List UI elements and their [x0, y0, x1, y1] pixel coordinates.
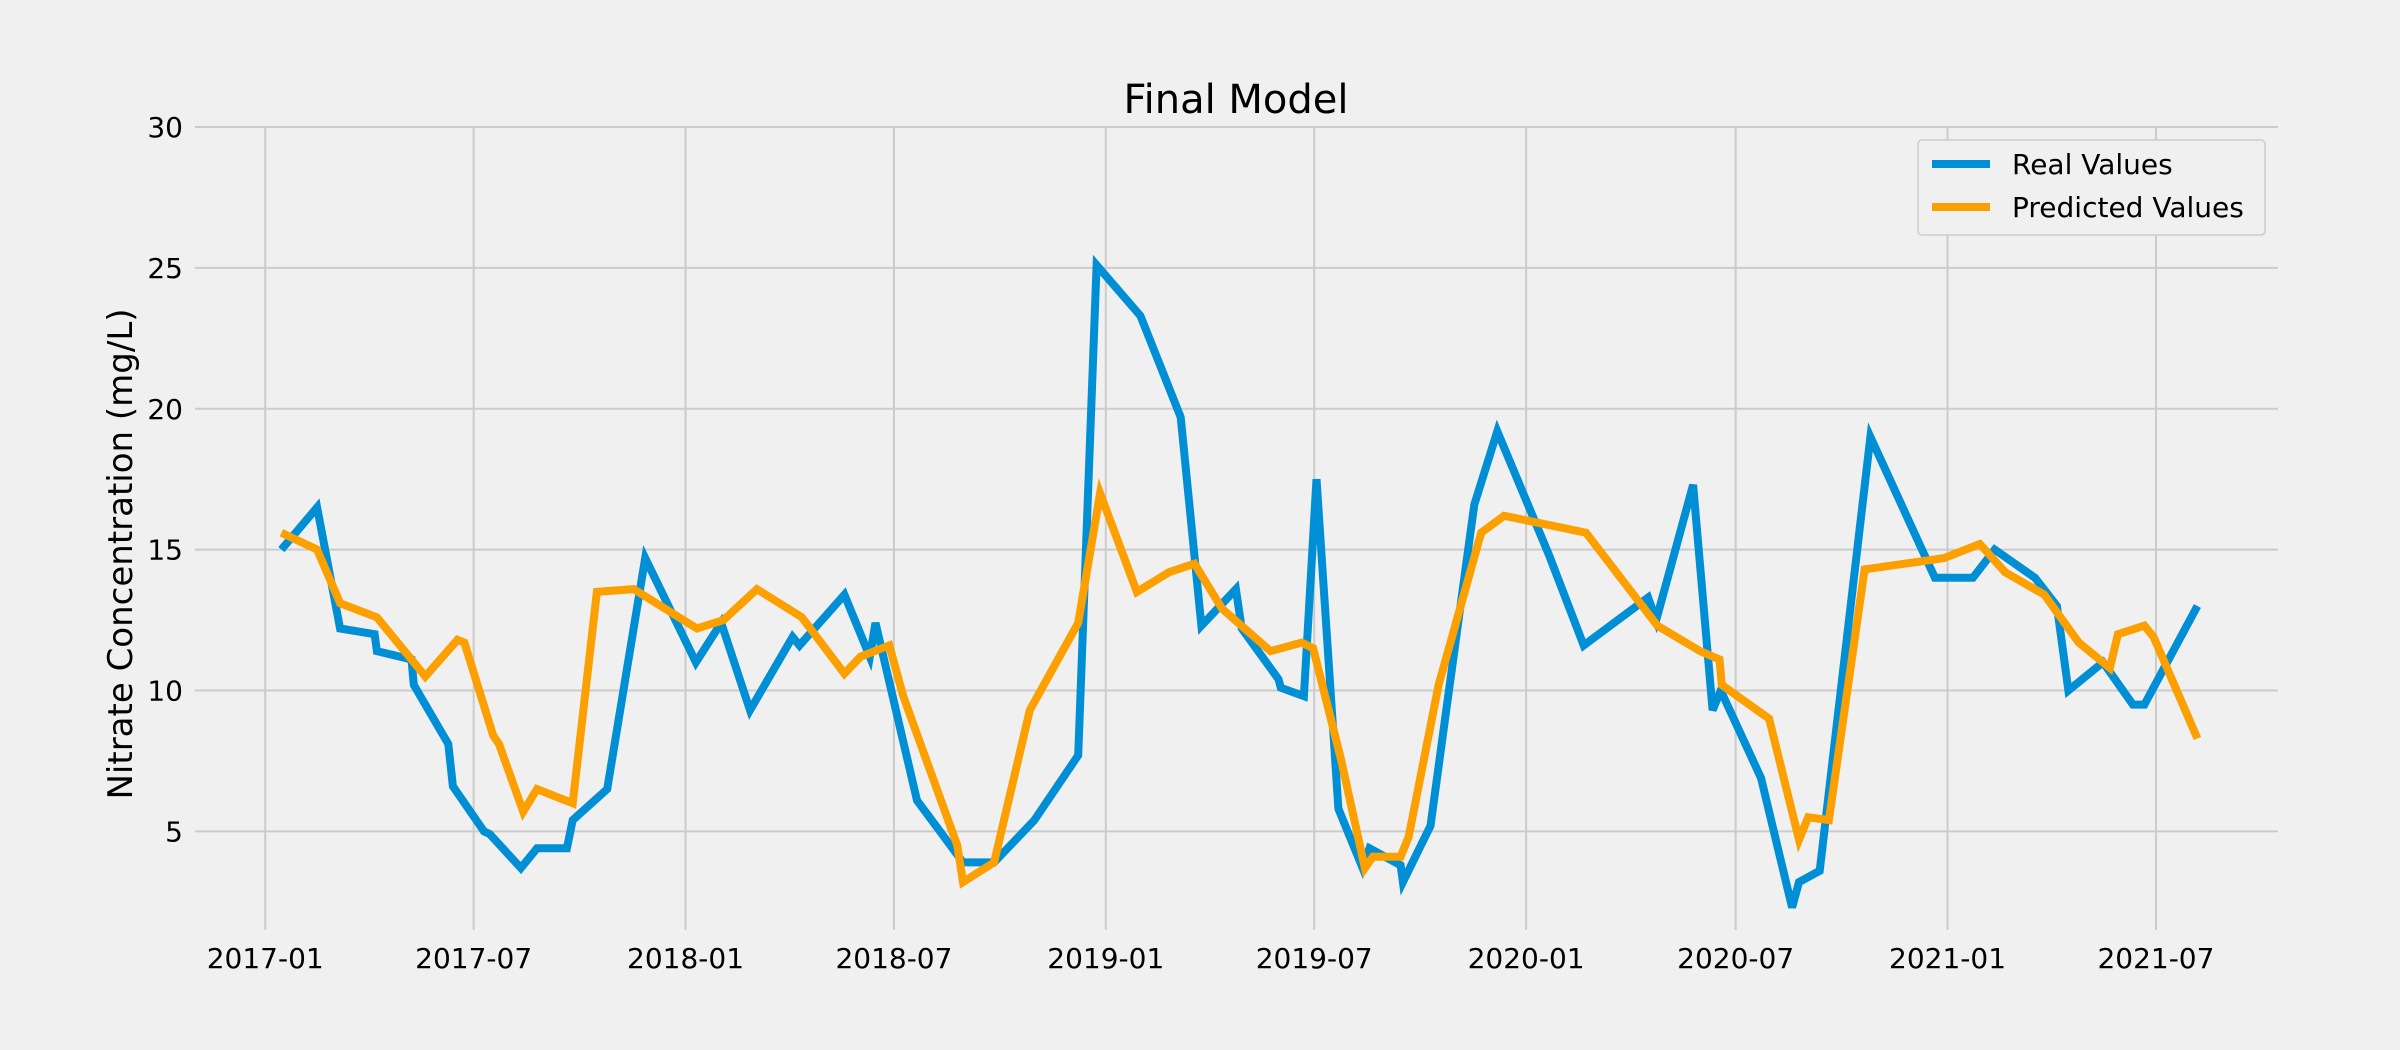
legend-label-predicted-values: Predicted Values — [2012, 191, 2244, 224]
x-tick-label: 2020-01 — [1468, 942, 1585, 975]
x-tick-label: 2018-01 — [627, 942, 744, 975]
y-tick-label: 15 — [147, 534, 183, 567]
y-axis-ticks: 5 10 15 20 25 30 — [147, 111, 183, 848]
y-tick-label: 10 — [147, 675, 183, 708]
legend: Real Values Predicted Values — [1917, 139, 2266, 236]
series-line-real-values — [278, 254, 2201, 909]
x-tick-label: 2021-01 — [1889, 942, 2006, 975]
legend-label-real-values: Real Values — [2012, 148, 2173, 181]
x-tick-label: 2017-07 — [415, 942, 532, 975]
x-tick-label: 2021-07 — [2097, 942, 2214, 975]
chart-title: Final Model — [1124, 77, 1349, 123]
x-tick-label: 2019-01 — [1047, 942, 1164, 975]
x-tick-label: 2017-01 — [207, 942, 324, 975]
legend-box — [1917, 139, 2266, 236]
y-tick-label: 20 — [147, 393, 183, 426]
x-tick-label: 2020-07 — [1677, 942, 1794, 975]
y-tick-label: 30 — [147, 111, 183, 144]
x-tick-label: 2019-07 — [1256, 942, 1373, 975]
x-axis-ticks: 2017-01 2017-07 2018-01 2018-07 2019-01 2019-… — [207, 942, 2215, 975]
y-tick-label: 5 — [165, 815, 183, 848]
series-line-predicted-values — [279, 477, 2202, 889]
y-axis-label: Nitrate Concentration (mg/L) — [101, 308, 141, 799]
grid-lines — [195, 126, 2278, 930]
y-tick-label: 25 — [147, 252, 183, 285]
series-lines — [278, 254, 2202, 909]
x-tick-label: 2018-07 — [835, 942, 952, 975]
